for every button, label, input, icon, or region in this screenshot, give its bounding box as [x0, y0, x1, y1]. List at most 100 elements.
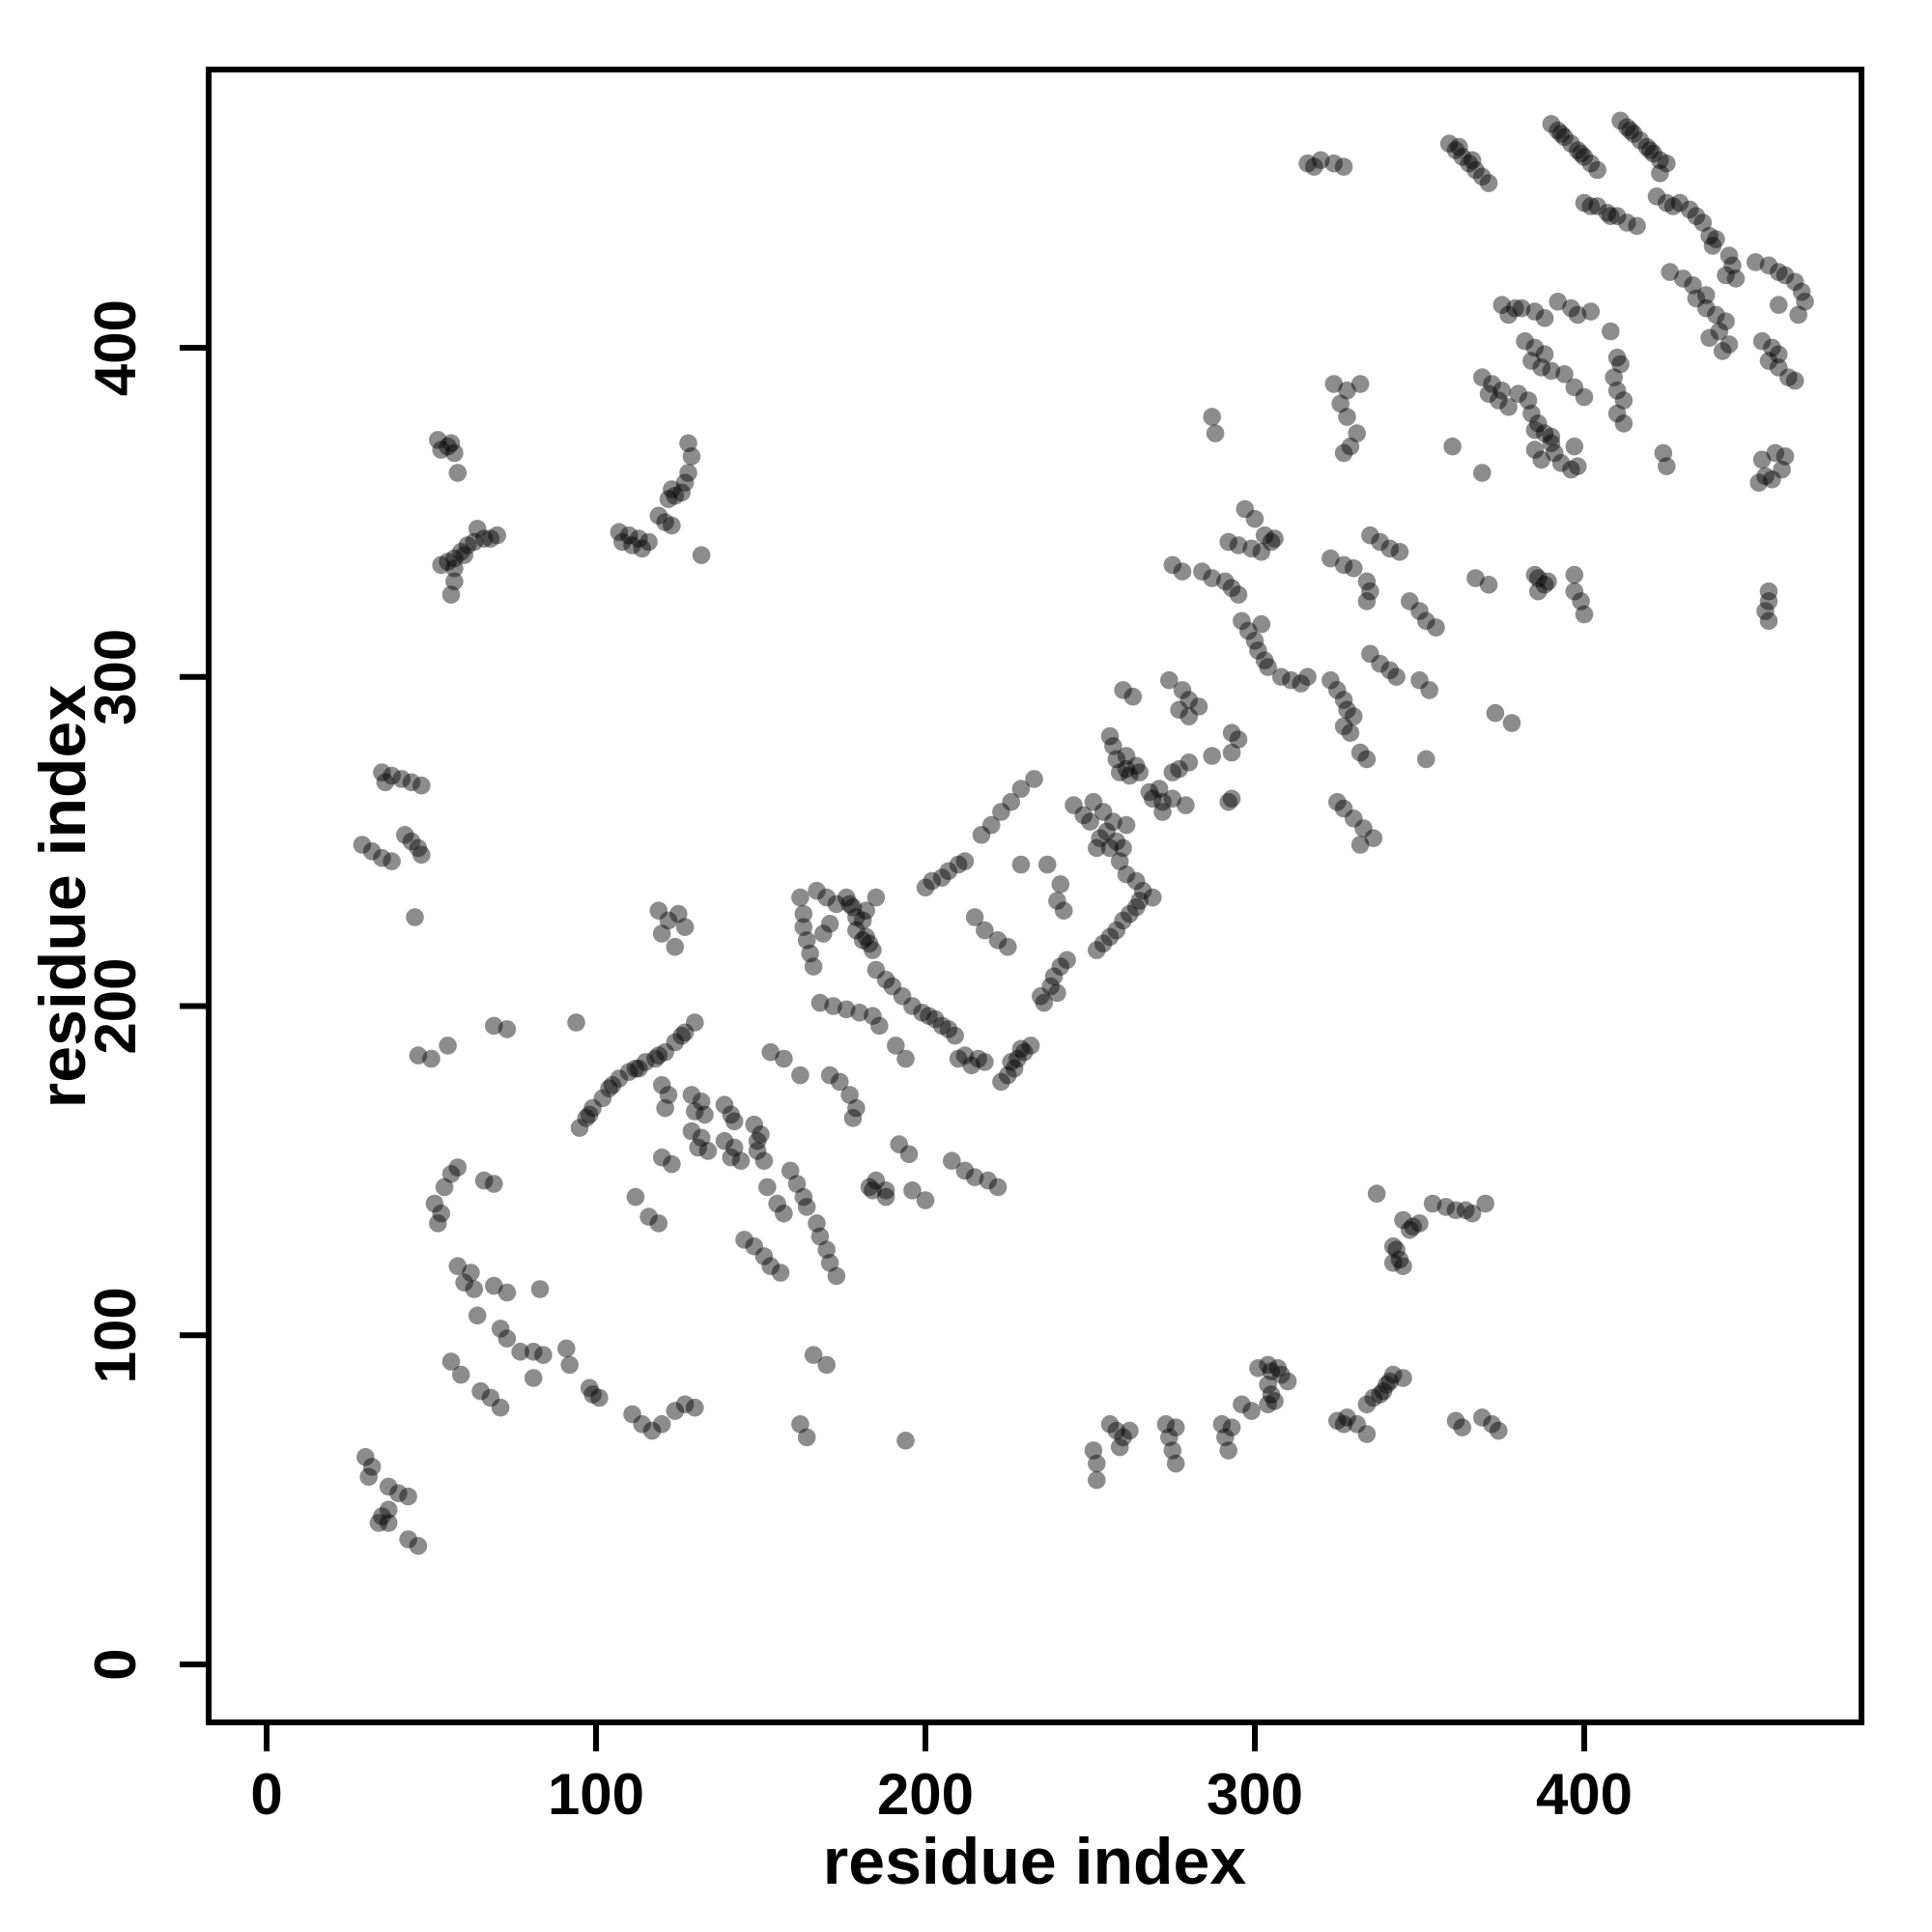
data-point [1719, 335, 1739, 354]
data-point [1525, 302, 1545, 321]
data-point [1173, 681, 1192, 699]
data-point [939, 1020, 958, 1038]
data-point [804, 1346, 823, 1364]
data-point [794, 904, 813, 923]
data-point [1259, 1395, 1277, 1414]
x-tick-label: 100 [548, 1762, 644, 1827]
data-point [754, 1247, 774, 1265]
data-point [1364, 829, 1383, 847]
data-point [1074, 806, 1093, 825]
data-point [373, 1507, 391, 1525]
data-point [1153, 792, 1172, 811]
data-point [1479, 576, 1498, 594]
data-point [1233, 1395, 1251, 1414]
data-point [1624, 125, 1643, 143]
data-point [1628, 216, 1646, 236]
data-point [903, 997, 922, 1015]
data-point [824, 997, 842, 1015]
data-point [445, 443, 464, 463]
data-point [943, 1151, 961, 1170]
data-point [1265, 1392, 1284, 1410]
data-point [1568, 305, 1587, 325]
data-point [1499, 398, 1518, 416]
data-point [1710, 322, 1729, 341]
data-point [1107, 921, 1126, 940]
data-point [652, 1415, 671, 1434]
data-point [797, 931, 816, 950]
data-point [843, 1109, 863, 1127]
data-point [814, 924, 833, 943]
data-point [976, 1053, 994, 1071]
data-point [735, 1231, 753, 1249]
data-point [1759, 592, 1778, 611]
data-point [1614, 414, 1634, 433]
data-point [439, 1037, 457, 1055]
data-point [570, 1119, 589, 1137]
data-point [840, 895, 859, 914]
data-point [1776, 266, 1795, 285]
data-point [399, 1487, 417, 1506]
data-point [630, 529, 648, 548]
data-point [1607, 207, 1627, 225]
data-point [649, 1046, 668, 1065]
data-point [1640, 141, 1660, 159]
data-point [1602, 322, 1620, 341]
data-point [1588, 160, 1606, 180]
data-point [603, 1076, 622, 1094]
data-point [748, 1142, 767, 1160]
plot-frame [206, 67, 1864, 1725]
x-tick-label: 200 [877, 1762, 974, 1827]
data-point [432, 1204, 451, 1223]
data-point [1759, 582, 1778, 601]
data-point [1663, 197, 1683, 215]
data-point [1114, 838, 1132, 858]
data-point [1206, 424, 1225, 442]
data-point [395, 826, 414, 844]
data-point [1084, 1441, 1103, 1460]
data-point [356, 1448, 375, 1466]
y-tick-label: 200 [83, 957, 148, 1054]
data-point [827, 895, 846, 914]
data-point [583, 1098, 602, 1118]
data-point [679, 434, 697, 453]
data-point [837, 888, 856, 907]
data-point [1687, 289, 1706, 308]
data-point [1696, 298, 1716, 318]
data-point [962, 1056, 980, 1075]
data-point [1700, 328, 1719, 348]
data-point [1305, 157, 1323, 176]
data-point [689, 1138, 707, 1157]
data-point [1747, 253, 1765, 271]
data-point [850, 1004, 869, 1022]
data-point [1051, 957, 1070, 976]
data-point [745, 1236, 763, 1256]
data-point [441, 1165, 461, 1183]
data-point [801, 944, 819, 963]
data-point [1473, 1408, 1492, 1427]
data-point [1607, 404, 1627, 423]
data-point [646, 1049, 665, 1068]
data-point [560, 1355, 579, 1375]
data-point [1614, 391, 1634, 410]
data-point [1687, 207, 1706, 225]
data-point [808, 881, 826, 900]
data-point [1581, 154, 1601, 173]
data-point [1048, 892, 1066, 910]
data-point [666, 1402, 685, 1420]
data-point [1002, 792, 1020, 811]
data-point [804, 957, 823, 976]
data-point [383, 852, 401, 870]
data-point [656, 513, 674, 531]
data-point [1041, 977, 1060, 996]
data-point [600, 1079, 618, 1097]
data-point [1331, 394, 1350, 413]
data-point [1100, 838, 1120, 858]
data-point [1233, 611, 1251, 631]
data-point [1387, 1240, 1406, 1259]
data-point [1605, 368, 1623, 387]
data-point [1163, 555, 1182, 575]
data-point [1222, 579, 1241, 597]
data-point [485, 1175, 503, 1193]
data-point [1525, 440, 1545, 459]
data-point [870, 1016, 889, 1036]
